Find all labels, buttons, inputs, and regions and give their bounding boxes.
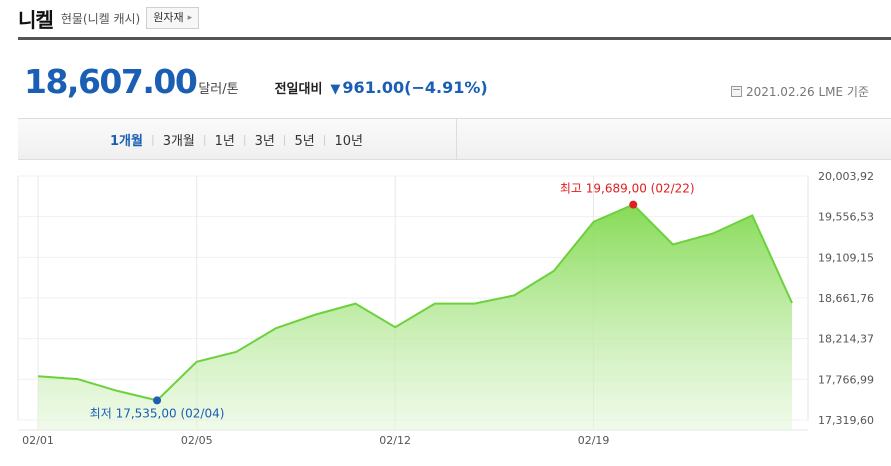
title-divider: [18, 37, 891, 40]
y-tick-label: 19,109,15: [818, 251, 874, 264]
tab-3m[interactable]: 3개월: [162, 133, 195, 149]
as-of-text: 2021.02.26 LME 기준: [745, 85, 869, 99]
y-tick-label: 19,556,53: [818, 211, 874, 224]
x-tick-label: 02/05: [181, 434, 213, 447]
down-arrow-icon: ▼: [330, 82, 341, 97]
y-tick-label: 18,214,37: [818, 333, 874, 346]
current-price: 18,607.00: [24, 62, 198, 101]
x-tick-label: 02/19: [578, 434, 610, 447]
chevron-right-icon: ▸: [187, 13, 193, 23]
tab-separator: |: [282, 132, 287, 146]
chart-ticks: 20,003,92 19,556,53 19,109,15 18,661,76 18,2…: [22, 170, 874, 447]
x-tick-label: 02/01: [22, 434, 54, 447]
high-point-marker: [629, 200, 638, 209]
tab-separator: |: [150, 132, 155, 146]
page-subtitle: 현물(니켈 캐시): [60, 11, 141, 26]
price-line: [37, 203, 793, 402]
y-tick-label: 20,003,92: [818, 170, 874, 183]
change-value: ▼ 961.00(−4.91%): [330, 78, 487, 97]
tab-1m[interactable]: 1개월: [110, 133, 143, 149]
tab-separator: |: [242, 132, 247, 146]
tab-10y[interactable]: 10년: [334, 133, 363, 149]
change-label: 전일대비: [274, 82, 323, 97]
period-divider: [456, 119, 457, 159]
price-area-fill: [38, 204, 792, 430]
price-row: 18,607.00 달러/톤 전일대비 ▼ 961.00(−4.91%): [24, 62, 488, 102]
change-amount: 961.00: [342, 78, 405, 97]
chart-area: [37, 203, 793, 430]
tab-separator: |: [322, 132, 327, 146]
tab-1y[interactable]: 1년: [214, 133, 235, 149]
raw-material-button-label: 원자재: [153, 11, 184, 24]
calendar-icon: [730, 86, 742, 97]
as-of-date: 2021.02.26 LME 기준: [730, 83, 869, 100]
tab-separator: |: [202, 132, 207, 146]
y-tick-label: 17,766,99: [818, 373, 874, 386]
x-tick-label: 02/12: [379, 434, 411, 447]
high-annotation-label: 최고 19,689,00 (02/22): [560, 182, 695, 196]
chart-annotations: 최고 19,689,00 (02/22) 최저 17,535,00 (02/04): [90, 182, 695, 421]
low-point-marker: [153, 396, 162, 405]
raw-material-button[interactable]: 원자재 ▸: [146, 7, 200, 29]
title-row: 니켈 현물(니켈 캐시) 원자재 ▸: [18, 4, 200, 32]
price-unit: 달러/톤: [198, 82, 239, 97]
change-percent: (−4.91%): [404, 78, 488, 97]
tab-5y[interactable]: 5년: [294, 133, 315, 149]
period-bar: 1개월 | 3개월 | 1년 | 3년 | 5년 | 10년: [18, 118, 891, 160]
tab-3y[interactable]: 3년: [254, 133, 275, 149]
period-tabs: 1개월 | 3개월 | 1년 | 3년 | 5년 | 10년: [102, 119, 371, 159]
y-tick-label: 17,319,60: [818, 414, 874, 427]
page-title: 니켈: [18, 7, 54, 32]
low-annotation-label: 최저 17,535,00 (02/04): [90, 406, 225, 420]
y-tick-label: 18,661,76: [818, 292, 874, 305]
